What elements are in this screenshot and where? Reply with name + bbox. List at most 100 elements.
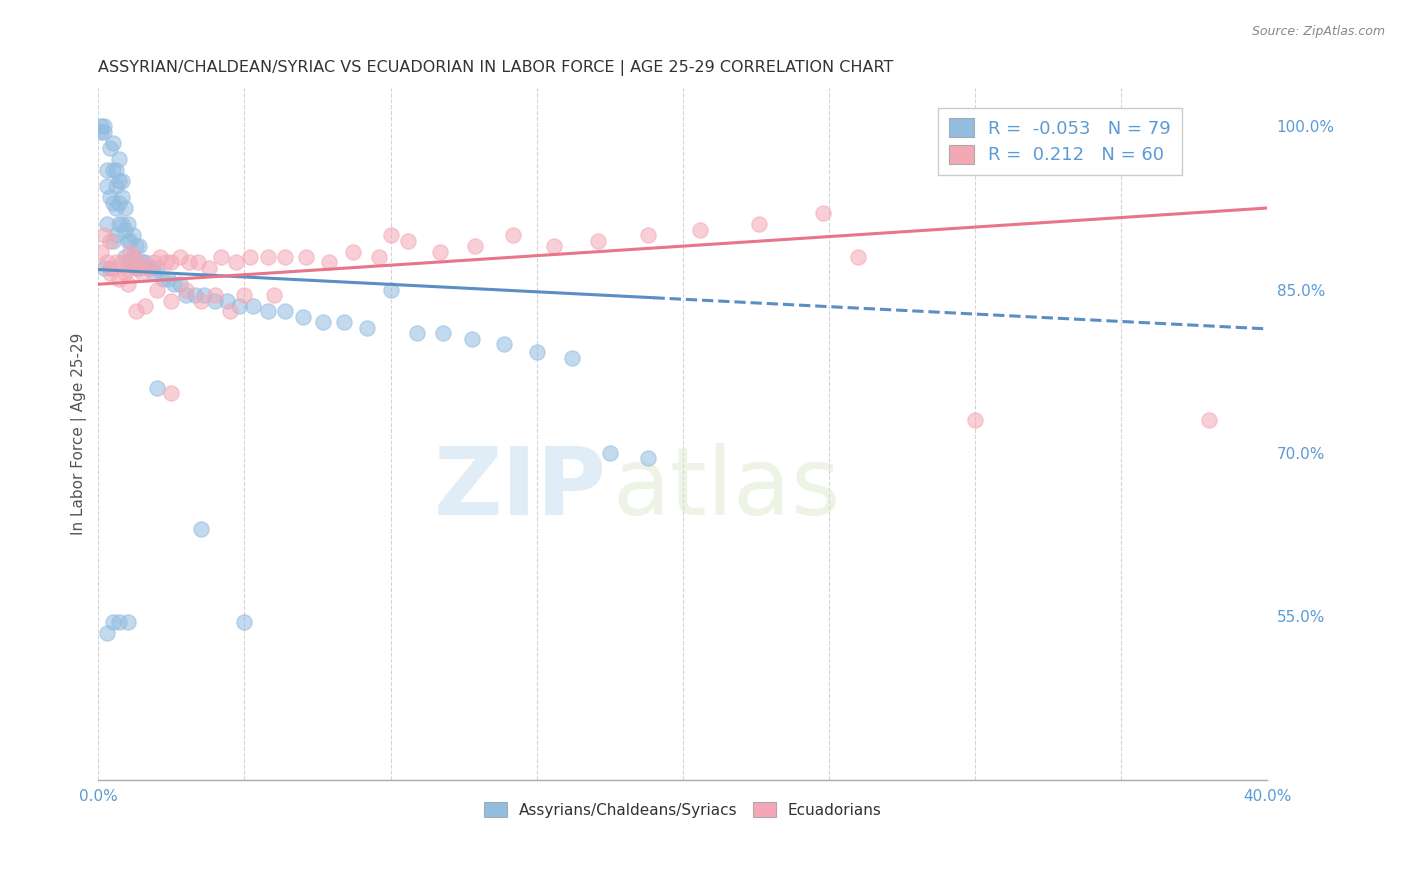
Point xyxy=(526,344,548,359)
Point xyxy=(342,244,364,259)
Point xyxy=(111,174,134,188)
Point xyxy=(111,218,134,232)
Point xyxy=(136,260,159,275)
Point xyxy=(117,218,139,232)
Text: Source: ZipAtlas.com: Source: ZipAtlas.com xyxy=(1251,25,1385,38)
Point xyxy=(128,239,150,253)
Point xyxy=(107,152,129,166)
Text: ASSYRIAN/CHALDEAN/SYRIAC VS ECUADORIAN IN LABOR FORCE | AGE 25-29 CORRELATION CH: ASSYRIAN/CHALDEAN/SYRIAC VS ECUADORIAN I… xyxy=(98,60,894,76)
Point xyxy=(96,179,118,194)
Point xyxy=(356,320,378,334)
Point xyxy=(429,244,451,259)
Point xyxy=(380,283,402,297)
Point xyxy=(90,120,112,134)
Point xyxy=(586,234,609,248)
Point xyxy=(117,260,139,275)
Point xyxy=(215,293,238,308)
Point xyxy=(98,260,121,275)
Point xyxy=(98,234,121,248)
Point xyxy=(160,386,183,401)
Point xyxy=(464,239,486,253)
Point xyxy=(111,190,134,204)
Point xyxy=(312,315,335,329)
Point xyxy=(146,283,169,297)
Point xyxy=(198,260,221,275)
Point xyxy=(101,162,124,177)
Point xyxy=(125,239,148,253)
Point xyxy=(117,615,139,629)
Point xyxy=(193,288,215,302)
Point xyxy=(146,381,169,395)
Point xyxy=(748,218,770,232)
Point xyxy=(125,260,148,275)
Point xyxy=(96,255,118,269)
Point xyxy=(225,255,247,269)
Point xyxy=(367,250,389,264)
Point xyxy=(134,299,156,313)
Point xyxy=(152,272,174,286)
Point xyxy=(117,234,139,248)
Point xyxy=(120,234,142,248)
Text: atlas: atlas xyxy=(613,443,841,535)
Point xyxy=(157,272,180,286)
Point xyxy=(846,250,869,264)
Point xyxy=(107,218,129,232)
Point xyxy=(160,293,183,308)
Point xyxy=(114,266,136,280)
Point xyxy=(93,260,115,275)
Point xyxy=(101,136,124,150)
Point xyxy=(122,250,145,264)
Text: ZIP: ZIP xyxy=(434,443,607,535)
Point xyxy=(128,260,150,275)
Point xyxy=(291,310,314,324)
Point xyxy=(333,315,356,329)
Point xyxy=(190,522,212,536)
Point xyxy=(274,304,297,318)
Point xyxy=(98,266,121,280)
Point xyxy=(131,266,153,280)
Point xyxy=(163,277,186,292)
Point xyxy=(811,206,834,220)
Point xyxy=(107,615,129,629)
Point xyxy=(461,332,484,346)
Point xyxy=(128,255,150,269)
Point xyxy=(218,304,240,318)
Point xyxy=(204,293,226,308)
Point xyxy=(294,250,316,264)
Point xyxy=(637,451,659,466)
Point xyxy=(142,266,165,280)
Point xyxy=(209,250,232,264)
Point xyxy=(104,201,127,215)
Point xyxy=(228,299,250,313)
Point xyxy=(190,293,212,308)
Point xyxy=(380,228,402,243)
Point xyxy=(142,255,165,269)
Point xyxy=(963,413,986,427)
Point xyxy=(432,326,454,341)
Point xyxy=(93,228,115,243)
Point xyxy=(177,255,200,269)
Point xyxy=(599,446,621,460)
Point xyxy=(274,250,297,264)
Point xyxy=(107,174,129,188)
Point xyxy=(114,250,136,264)
Point xyxy=(122,228,145,243)
Y-axis label: In Labor Force | Age 25-29: In Labor Force | Age 25-29 xyxy=(72,333,87,535)
Point xyxy=(155,255,177,269)
Point xyxy=(98,190,121,204)
Point xyxy=(184,288,207,302)
Point xyxy=(101,234,124,248)
Point xyxy=(174,283,197,297)
Point xyxy=(146,260,169,275)
Point xyxy=(263,288,285,302)
Point xyxy=(160,255,183,269)
Point xyxy=(543,239,565,253)
Point xyxy=(120,244,142,259)
Point xyxy=(256,304,278,318)
Point xyxy=(136,260,159,275)
Point xyxy=(139,260,162,275)
Point xyxy=(117,255,139,269)
Point xyxy=(117,277,139,292)
Point xyxy=(1198,413,1220,427)
Point xyxy=(169,250,191,264)
